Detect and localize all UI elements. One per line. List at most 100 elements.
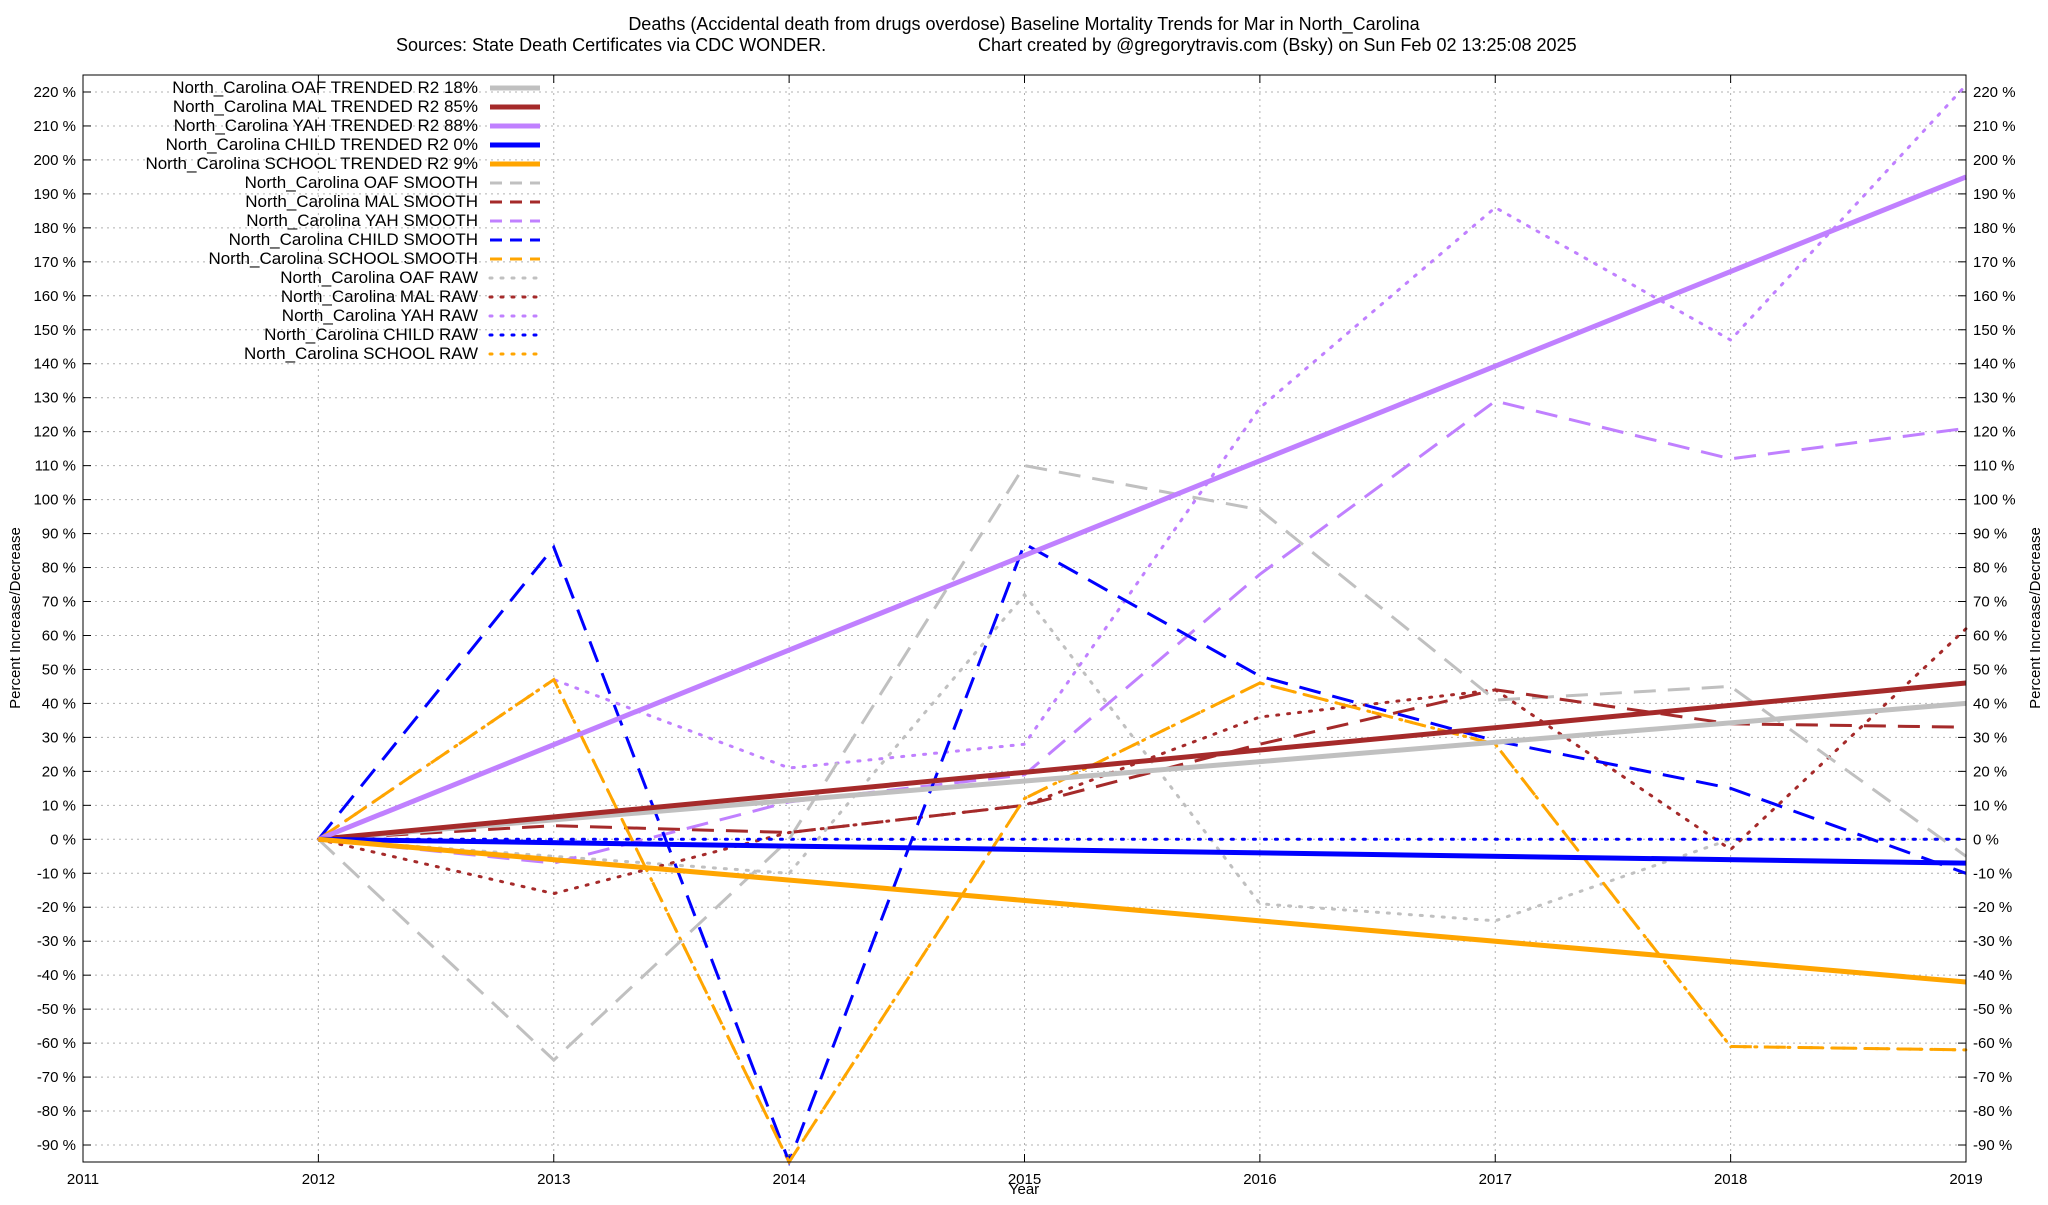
y-tick-label-left: -60 % [37, 1035, 76, 1052]
x-tick-label: 2016 [1243, 1171, 1276, 1188]
chart-subtitle-right: Chart created by @gregorytravis.com (Bsk… [978, 35, 1577, 55]
y-tick-label-left: -40 % [37, 967, 76, 984]
series-line-14 [316, 677, 1968, 1166]
y-tick-label-left: 130 % [33, 390, 76, 407]
y-tick-label-right: -60 % [1973, 1035, 2012, 1052]
y-tick-label-right: 220 % [1973, 84, 2016, 101]
y-tick-label-left: -50 % [37, 1001, 76, 1018]
y-tick-label-right: 50 % [1973, 661, 2007, 678]
series-layer [316, 83, 1968, 1167]
y-tick-label-right: 60 % [1973, 627, 2007, 644]
y-tick-label-right: -70 % [1973, 1069, 2012, 1086]
y-tick-label-left: 20 % [42, 763, 76, 780]
y-tick-label-left: 10 % [42, 797, 76, 814]
legend-entry-label: North_Carolina YAH SMOOTH [246, 211, 478, 230]
chart-title: Deaths (Accidental death from drugs over… [628, 14, 1420, 35]
y-tick-label-left: 150 % [33, 322, 76, 339]
series-line-3 [318, 836, 1967, 866]
y-tick-label-left: 60 % [42, 627, 76, 644]
y-tick-label-left: 170 % [33, 254, 76, 271]
legend-entry-label: North_Carolina YAH RAW [282, 306, 478, 325]
legend-entry-label: North_Carolina MAL RAW [281, 287, 478, 306]
y-tick-label-right: -90 % [1973, 1137, 2012, 1154]
series-line-4 [318, 836, 1967, 985]
y-tick-label-right: 110 % [1973, 458, 2014, 475]
y-tick-label-right: 120 % [1973, 424, 2016, 441]
series-line-1 [318, 680, 1967, 842]
y-tick-label-left: 210 % [33, 118, 76, 135]
y-tick-label-right: 210 % [1973, 118, 2016, 135]
y-tick-label-left: 190 % [33, 186, 76, 203]
series-line-10 [316, 592, 1968, 923]
y-tick-label-left: -90 % [37, 1137, 76, 1154]
y-tick-label-left: 80 % [42, 560, 76, 577]
y-axis-label-left: Percent Increase/Decrease [7, 527, 24, 709]
series-line-8 [317, 541, 1967, 1167]
y-tick-label-right: -30 % [1973, 933, 2012, 950]
series-line-6 [318, 688, 1967, 841]
y-tick-label-left: 180 % [33, 220, 76, 237]
x-tick-label: 2012 [302, 1171, 335, 1188]
y-tick-label-right: -40 % [1973, 967, 2012, 984]
y-tick-label-left: -80 % [37, 1103, 76, 1120]
x-axis-label: Year [1009, 1181, 1039, 1198]
y-tick-label-left: 110 % [35, 458, 76, 475]
y-tick-label-left: 30 % [42, 729, 76, 746]
series-line-9 [317, 677, 1967, 1166]
y-tick-label-right: 170 % [1973, 254, 2016, 271]
y-tick-label-right: -80 % [1973, 1103, 2012, 1120]
legend-entry-label: North_Carolina MAL TRENDED R2 85% [173, 97, 478, 116]
y-tick-label-left: 0 % [50, 831, 76, 848]
x-tick-label: 2019 [1949, 1171, 1982, 1188]
legend-entry-label: North_Carolina OAF SMOOTH [245, 173, 478, 192]
y-tick-label-right: 180 % [1973, 220, 2016, 237]
y-tick-label-right: 20 % [1973, 763, 2007, 780]
x-tick-label: 2018 [1714, 1171, 1747, 1188]
y-tick-label-left: 90 % [42, 526, 76, 543]
y-tick-label-right: -10 % [1973, 865, 2012, 882]
y-tick-label-right: 30 % [1973, 729, 2007, 746]
y-tick-label-left: 40 % [42, 695, 76, 712]
y-tick-label-right: 80 % [1973, 560, 2007, 577]
y-tick-label-right: 40 % [1973, 695, 2007, 712]
legend: North_Carolina OAF TRENDED R2 18%North_C… [145, 78, 542, 363]
y-tick-label-right: 150 % [1973, 322, 2016, 339]
y-tick-label-right: -20 % [1973, 899, 2012, 916]
legend-entry-label: North_Carolina CHILD SMOOTH [229, 230, 478, 249]
y-tick-label-left: -20 % [37, 899, 76, 916]
legend-entry-label: North_Carolina OAF TRENDED R2 18% [172, 78, 478, 97]
y-tick-label-left: 70 % [42, 594, 76, 611]
series-line-2 [317, 174, 1967, 842]
x-tick-label: 2014 [772, 1171, 805, 1188]
legend-entry-label: North_Carolina CHILD TRENDED R2 0% [166, 135, 478, 154]
y-tick-label-left: -30 % [37, 933, 76, 950]
y-tick-label-left: -70 % [37, 1069, 76, 1086]
y-tick-label-right: 0 % [1973, 831, 1999, 848]
y-tick-label-right: 100 % [1973, 492, 2016, 509]
y-tick-label-right: 190 % [1973, 186, 2016, 203]
x-tick-label: 2015 [1008, 1171, 1041, 1188]
series-line-0 [318, 700, 1967, 842]
x-tick-label: 2013 [537, 1171, 570, 1188]
y-tick-label-right: 160 % [1973, 288, 2016, 305]
y-tick-label-right: -50 % [1973, 1001, 2012, 1018]
y-tick-label-left: 140 % [33, 356, 76, 373]
y-tick-label-right: 200 % [1973, 152, 2016, 169]
y-tick-label-left: 160 % [33, 288, 76, 305]
x-tick-label: 2017 [1479, 1171, 1512, 1188]
plot-frame [82, 74, 1967, 1163]
y-tick-label-left: 100 % [33, 492, 76, 509]
y-tick-label-left: 200 % [33, 152, 76, 169]
y-axis-label-right: Percent Increase/Decrease [2027, 527, 2044, 709]
y-tick-label-right: 140 % [1973, 356, 2016, 373]
y-tick-label-right: 130 % [1973, 390, 2016, 407]
legend-entry-label: North_Carolina CHILD RAW [264, 325, 478, 344]
legend-entry-label: North_Carolina SCHOOL RAW [244, 344, 478, 363]
legend-entry-label: North_Carolina SCHOOL TRENDED R2 9% [145, 154, 478, 173]
legend-entry-label: North_Carolina MAL SMOOTH [245, 192, 478, 211]
chart-subtitle-left: Sources: State Death Certificates via CD… [396, 35, 826, 55]
y-tick-label-left: -10 % [37, 865, 76, 882]
y-tick-label-left: 220 % [33, 84, 76, 101]
